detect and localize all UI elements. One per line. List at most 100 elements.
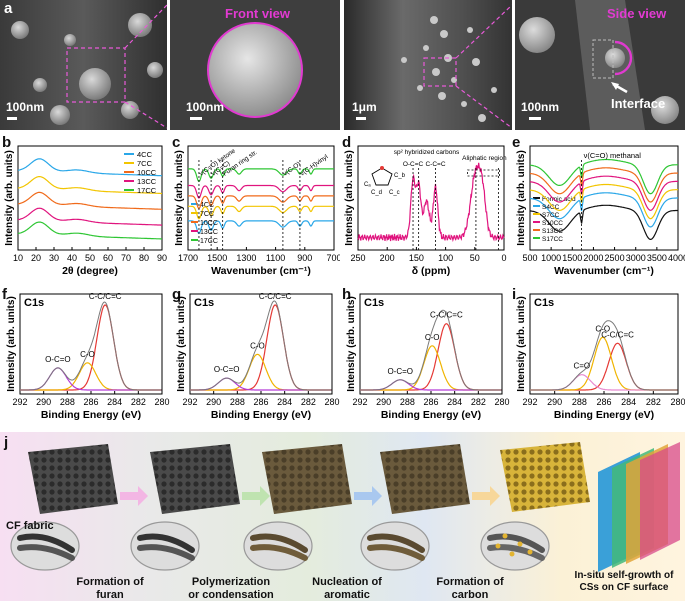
sem-overview-graphic (0, 0, 167, 130)
annotation-label: C-C=C (425, 161, 445, 168)
peak-label: C-C/C=C (601, 330, 634, 339)
x-tick-label: 288 (60, 397, 75, 407)
x-tick-label: 280 (670, 397, 685, 407)
legend-label: 13CC (200, 229, 218, 236)
panel-letter-j: j (4, 434, 9, 451)
x-tick-label: 284 (277, 397, 292, 407)
furan-oxygen-icon (380, 166, 384, 170)
envelope-line (20, 301, 162, 391)
peak-label: C-O (595, 324, 610, 333)
chart-d-nmr: 250 200 150 100 50 0 δ (ppm) Intensity (arb. un… (344, 145, 507, 277)
peak-label: C-O (425, 333, 440, 342)
x-tick-label: 282 (131, 397, 146, 407)
sem-front-graphic (170, 0, 340, 130)
y-axis-label: Intensity (arb. units) (516, 150, 527, 246)
x-tick-label: 30 (49, 253, 59, 263)
legend-label: 7CC (137, 159, 153, 168)
series-line-17CC (188, 168, 334, 183)
x-tick-label: 500 (522, 253, 537, 263)
x-tick-label: 284 (447, 397, 462, 407)
x-tick-label: 290 (206, 397, 221, 407)
x-axis-label: Wavenumber (cm⁻¹) (211, 265, 311, 277)
scalebar-label: 100nm (186, 100, 225, 114)
peak-label: C-O (80, 350, 95, 359)
peak-O-C=O (360, 379, 502, 391)
x-tick-label: 282 (646, 397, 661, 407)
scalebar-label: 100nm (521, 100, 560, 114)
panel-letter-e: e (512, 134, 521, 151)
x-tick-label: 150 (409, 253, 424, 263)
x-tick-label: 1300 (236, 253, 256, 263)
x-axis-label: Binding Energy (eV) (554, 409, 654, 421)
legend-label: S13CC (542, 228, 563, 235)
spectrum-title: C1s (24, 297, 44, 309)
annotation-label: ν(C=O) methanal (584, 151, 642, 160)
plot-frame (529, 293, 679, 395)
peak-C-O (360, 345, 502, 391)
series-line-10CC (188, 195, 334, 210)
sem-side-graphic (515, 0, 685, 130)
legend-label: 17CC (200, 238, 218, 245)
sem-image-overview: 100nm (0, 0, 167, 130)
envelope-line (530, 320, 678, 391)
series-line-Formic acid (529, 204, 678, 240)
scalebar-label: 1μm (352, 100, 377, 114)
chart-e-ftir: 500 1000150020002500300035004000 Wavenumbe… (516, 145, 685, 277)
envelope-line (190, 300, 332, 391)
x-tick-label: 1500 (207, 253, 227, 263)
legend-label: 7CC (200, 211, 214, 218)
x-tick-label: 288 (572, 397, 587, 407)
scalebar-label: 100nm (6, 100, 45, 114)
x-tick-label: 250 (350, 253, 365, 263)
stage-label-polymerization: Polymerization or condensation (188, 576, 274, 601)
series-line-7CC (17, 176, 162, 195)
series-line-17CC (17, 221, 162, 240)
chart-h-xps: 292 290 288 286 284 282 280 Binding Energy (eV)… (346, 293, 510, 421)
x-tick-label: 700 (326, 253, 340, 263)
series-line-4CC (188, 220, 334, 235)
x-axis-label: Binding Energy (eV) (41, 409, 141, 421)
stage-label-carbon-spheres: Formation of carbon spheres (436, 576, 504, 601)
ring-label: C_b (394, 173, 406, 179)
panel-letter-d: d (342, 134, 352, 151)
chart-i-xps: 292 290 288 286 284 282 280 Binding Energy (eV)… (516, 293, 685, 421)
x-tick-label: 2500 (605, 253, 625, 263)
legend-label: S7CC (542, 212, 560, 219)
peak-label: C-C/C=C (89, 292, 122, 301)
x-tick-label: 280 (494, 397, 509, 407)
chart-g-xps: 292 290 288 286 284 282 280 Binding Energy (eV)… (176, 292, 340, 421)
legend-label: S4CC (542, 204, 560, 211)
x-tick-label: 286 (423, 397, 438, 407)
ring-label: C_c (389, 190, 400, 196)
annotation-label: sp² hybridized carbons (394, 149, 460, 156)
x-tick-label: 90 (157, 253, 167, 263)
x-tick-label: 0 (501, 253, 506, 263)
x-axis-label: 2θ (degree) (62, 265, 118, 277)
y-axis-label: Intensity (arb. units) (516, 296, 527, 392)
chart-c-ftir: 1700 1500 1300 1100 900 700 Wavenumber (cm⁻¹) I… (174, 145, 340, 277)
y-axis-label: Intensity (arb. units) (6, 296, 17, 392)
x-tick-label: 290 (36, 397, 51, 407)
x-tick-label: 3500 (647, 253, 667, 263)
y-axis-label: Intensity (arb. units) (4, 150, 15, 246)
sem-image-fiber: 1μm (344, 0, 512, 130)
y-axis-label: Intensity (arb. units) (176, 296, 187, 392)
x-axis-label: Wavenumber (cm⁻¹) (554, 265, 654, 277)
nmr-spectrum-line (357, 162, 505, 243)
spectrum-title: C1s (364, 297, 384, 309)
x-tick-label: 100 (438, 253, 453, 263)
interface-label: Interface (611, 96, 666, 111)
stage-label-nucleation: Nucleation of aromatic clusters (312, 576, 382, 601)
x-tick-label: 1000 (541, 253, 561, 263)
x-tick-label: 1700 (178, 253, 198, 263)
x-tick-label: 292 (522, 397, 537, 407)
peak-label: C-O (250, 341, 265, 350)
annotation-label: Aliphatic region (462, 155, 507, 162)
annotation-label: O-C=C (403, 161, 424, 168)
x-tick-label: 288 (230, 397, 245, 407)
x-tick-label: 40 (67, 253, 77, 263)
legend-label: Formic acid (542, 196, 576, 203)
legend-label: 10CC (137, 168, 157, 177)
legend-label: 10CC (200, 220, 218, 227)
ring-label: C_d (371, 190, 382, 196)
